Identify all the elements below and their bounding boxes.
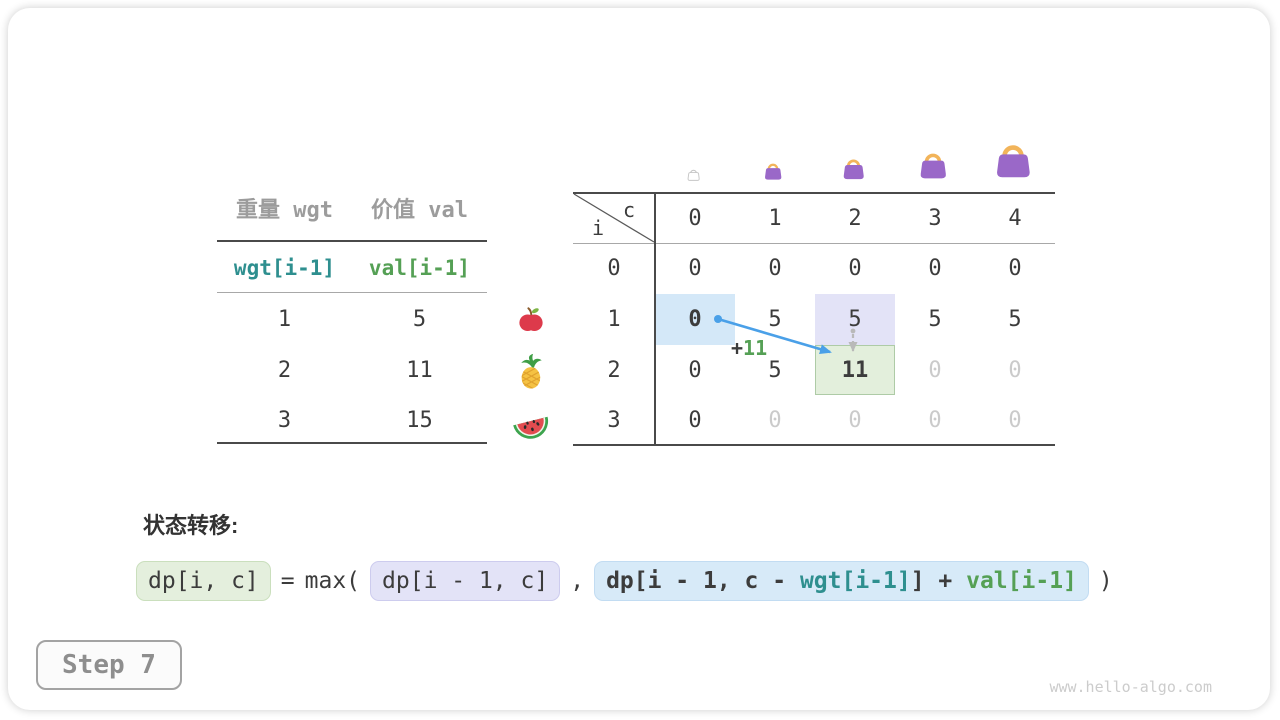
plus-sign: + xyxy=(731,336,744,360)
items-table-cell: 3 xyxy=(277,407,292,433)
formula-arg1: dp[i - 1, c] xyxy=(370,561,561,601)
apple-icon xyxy=(516,304,546,334)
dp-table-header-rule xyxy=(573,243,1055,244)
dp-table-bottom-rule xyxy=(573,444,1055,446)
dp-col-header: 3 xyxy=(928,205,942,231)
watermelon-icon xyxy=(510,400,552,442)
formula-arg2-part: dp[i - 1, c - xyxy=(606,568,800,594)
dp-cell: 5 xyxy=(768,357,782,383)
items-table-cell: 2 xyxy=(277,357,292,383)
formula-arg2-part: wgt[i-1] xyxy=(799,568,911,594)
items-table-weight-header: 重量 wgt xyxy=(236,198,333,223)
items-table-header-rule xyxy=(217,240,487,242)
items-table-cell: 1 xyxy=(277,306,292,332)
dp-row-header: 1 xyxy=(607,307,621,332)
transition-formula: dp[i, c] = max( dp[i - 1, c] , dp[i - 1,… xyxy=(136,558,1113,604)
items-table-val-formula: val[i-1] xyxy=(368,256,471,280)
items-table-bottom-rule xyxy=(217,442,487,444)
items-table-subheader-rule xyxy=(217,292,487,293)
formula-arg2: dp[i - 1, c - wgt[i-1]] + val[i-1] xyxy=(594,561,1089,601)
dp-cell: 5 xyxy=(928,307,942,332)
formula-lhs: dp[i, c] xyxy=(136,561,271,601)
formula-close-paren: ) xyxy=(1098,568,1113,594)
items-table-cell: 11 xyxy=(406,357,433,383)
dp-col-header: 4 xyxy=(1008,205,1022,231)
bag-capacity-3-icon xyxy=(916,148,950,182)
dp-cell: 0 xyxy=(848,407,862,433)
formula-max-open: max( xyxy=(304,568,361,594)
items-table-wgt-formula: wgt[i-1] xyxy=(233,256,336,280)
formula-arg2-part: val[i-1] xyxy=(966,568,1077,594)
dp-row-header: 3 xyxy=(607,407,621,433)
bag-capacity-4-icon xyxy=(991,138,1035,182)
items-table-cell: 15 xyxy=(406,407,433,433)
dp-cell: 11 xyxy=(815,345,895,395)
dp-cell: 0 xyxy=(928,407,942,433)
dp-cell: 0 xyxy=(1008,357,1022,383)
pineapple-icon xyxy=(513,353,550,390)
dp-col-header: 1 xyxy=(768,205,782,231)
formula-equals: = xyxy=(280,568,295,594)
dp-cell: 0 xyxy=(655,294,735,345)
dp-row-header: 2 xyxy=(607,357,621,383)
dp-cell: 0 xyxy=(768,407,782,433)
dp-table-top-rule xyxy=(573,192,1055,194)
dp-table-vertical-rule xyxy=(654,192,656,446)
watermark: www.hello-algo.com xyxy=(1049,678,1212,696)
dp-cell: 0 xyxy=(1008,407,1022,433)
dp-cell: 5 xyxy=(1008,307,1022,332)
dp-col-header: 0 xyxy=(688,205,702,231)
empty-bag-capacity-0-icon xyxy=(686,167,701,182)
dp-cell: 5 xyxy=(815,294,895,345)
dp-cell: 0 xyxy=(768,256,782,281)
dp-cell: 0 xyxy=(688,407,702,433)
items-table-value-header: 价值 val xyxy=(371,198,468,223)
added-value: 11 xyxy=(743,336,768,360)
dp-row-header: 0 xyxy=(607,256,621,281)
bag-capacity-1-icon xyxy=(762,160,784,182)
formula-comma: , xyxy=(570,568,585,594)
step-badge: Step 7 xyxy=(36,640,182,690)
dp-cell: 0 xyxy=(688,357,702,383)
dp-cell: 0 xyxy=(848,256,862,281)
formula-arg2-part: ] + xyxy=(910,568,967,594)
dp-cell: 0 xyxy=(928,357,942,383)
transition-label: 状态转移: xyxy=(143,513,239,538)
corner-row-var: i xyxy=(591,216,605,240)
add-value-annotation: +11 xyxy=(731,336,767,360)
corner-col-var: c xyxy=(622,198,636,222)
dp-cell: 0 xyxy=(1008,256,1022,281)
items-table-cell: 5 xyxy=(412,306,427,332)
bag-capacity-2-icon xyxy=(840,155,867,182)
dp-cell: 0 xyxy=(688,256,702,281)
dp-cell: 0 xyxy=(928,256,942,281)
dp-col-header: 2 xyxy=(848,205,862,231)
